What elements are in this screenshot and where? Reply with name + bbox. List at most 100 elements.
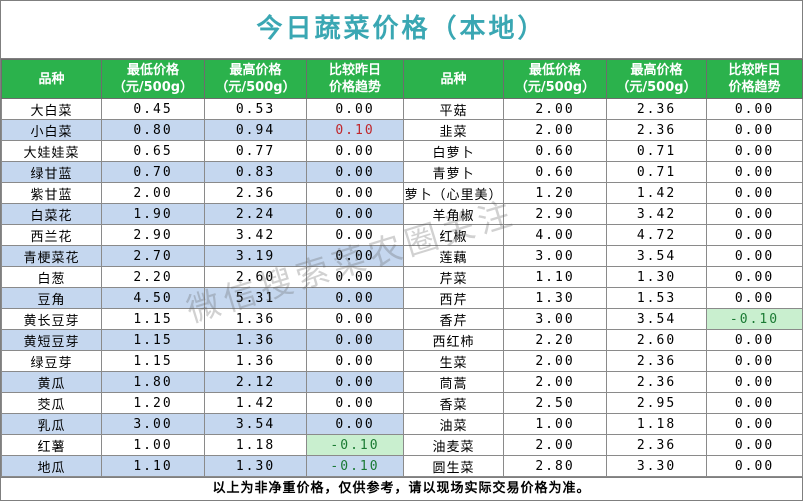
cell-high: 3.54 — [204, 413, 307, 435]
cell-trend: 0.00 — [306, 182, 404, 204]
cell-trend: 0.00 — [306, 203, 404, 225]
cell-trend: 0.00 — [306, 371, 404, 393]
table-row: 黄短豆芽 1.15 1.36 0.00 西红柿 2.20 2.60 0.00 — [1, 329, 803, 351]
cell-name: 油麦菜 — [403, 434, 504, 456]
cell-low: 0.60 — [503, 161, 607, 183]
cell-low: 4.50 — [101, 287, 205, 309]
cell-name: 白萝卜 — [403, 140, 504, 162]
cell-name: 韭菜 — [403, 119, 504, 141]
header-row: 品种 最低价格 （元/500g） 最高价格 （元/500g） 比较昨日 价格趋势 品种… — [1, 59, 803, 99]
cell-low: 0.80 — [101, 119, 205, 141]
cell-high: 2.60 — [606, 329, 707, 351]
header-name: 品种 — [1, 59, 102, 99]
cell-high: 0.94 — [204, 119, 307, 141]
cell-high: 2.36 — [606, 119, 707, 141]
cell-low: 2.00 — [101, 182, 205, 204]
cell-trend: -0.10 — [706, 308, 803, 330]
cell-name: 紫甘蓝 — [1, 182, 102, 204]
cell-trend: 0.00 — [306, 308, 404, 330]
page-title: 今日蔬菜价格（本地） — [1, 1, 802, 59]
cell-name: 芹菜 — [403, 266, 504, 288]
cell-low: 2.90 — [101, 224, 205, 246]
cell-trend: 0.00 — [306, 98, 404, 120]
cell-high: 1.36 — [204, 329, 307, 351]
cell-high: 2.12 — [204, 371, 307, 393]
cell-trend: 0.00 — [306, 266, 404, 288]
table-row: 西兰花 2.90 3.42 0.00 红椒 4.00 4.72 0.00 — [1, 224, 803, 246]
cell-low: 1.00 — [101, 434, 205, 456]
price-rows: 大白菜 0.45 0.53 0.00 平菇 2.00 2.36 0.00 小白菜 0.80 0.94… — [1, 98, 803, 477]
cell-low: 0.60 — [503, 140, 607, 162]
cell-low: 0.65 — [101, 140, 205, 162]
cell-trend: -0.10 — [306, 455, 404, 477]
cell-trend: 0.00 — [706, 329, 803, 351]
cell-high: 1.18 — [606, 413, 707, 435]
header-trend: 比较昨日 价格趋势 — [706, 59, 803, 99]
cell-name: 生菜 — [403, 350, 504, 372]
cell-name: 大白菜 — [1, 98, 102, 120]
cell-high: 3.42 — [606, 203, 707, 225]
cell-low: 3.00 — [503, 245, 607, 267]
cell-trend: -0.10 — [306, 434, 404, 456]
table-row: 豆角 4.50 5.31 0.00 西芹 1.30 1.53 0.00 — [1, 287, 803, 309]
cell-trend: 0.00 — [706, 203, 803, 225]
cell-high: 2.24 — [204, 203, 307, 225]
cell-trend: 0.00 — [306, 287, 404, 309]
cell-trend: 0.00 — [706, 413, 803, 435]
cell-trend: 0.00 — [306, 161, 404, 183]
table-row: 白菜花 1.90 2.24 0.00 羊角椒 2.90 3.42 0.00 — [1, 203, 803, 225]
cell-name: 羊角椒 — [403, 203, 504, 225]
cell-low: 0.70 — [101, 161, 205, 183]
cell-name: 小白菜 — [1, 119, 102, 141]
cell-low: 3.00 — [503, 308, 607, 330]
table-row: 黄瓜 1.80 2.12 0.00 茼蒿 2.00 2.36 0.00 — [1, 371, 803, 393]
cell-trend: 0.00 — [706, 392, 803, 414]
cell-high: 5.31 — [204, 287, 307, 309]
cell-trend: 0.00 — [706, 371, 803, 393]
cell-name: 香芹 — [403, 308, 504, 330]
table-row: 大白菜 0.45 0.53 0.00 平菇 2.00 2.36 0.00 — [1, 98, 803, 120]
header-high: 最高价格 （元/500g） — [606, 59, 707, 99]
cell-high: 2.60 — [204, 266, 307, 288]
cell-high: 3.19 — [204, 245, 307, 267]
cell-high: 3.42 — [204, 224, 307, 246]
cell-trend: 0.10 — [306, 119, 404, 141]
cell-high: 0.71 — [606, 161, 707, 183]
cell-name: 乳瓜 — [1, 413, 102, 435]
cell-low: 1.80 — [101, 371, 205, 393]
table-row: 大娃娃菜 0.65 0.77 0.00 白萝卜 0.60 0.71 0.00 — [1, 140, 803, 162]
cell-trend: 0.00 — [306, 224, 404, 246]
cell-low: 0.45 — [101, 98, 205, 120]
cell-low: 1.10 — [503, 266, 607, 288]
cell-low: 1.90 — [101, 203, 205, 225]
cell-name: 油菜 — [403, 413, 504, 435]
cell-low: 1.10 — [101, 455, 205, 477]
cell-high: 4.72 — [606, 224, 707, 246]
cell-low: 1.20 — [503, 182, 607, 204]
cell-trend: 0.00 — [306, 413, 404, 435]
cell-trend: 0.00 — [706, 266, 803, 288]
cell-trend: 0.00 — [306, 392, 404, 414]
cell-trend: 0.00 — [706, 161, 803, 183]
cell-name: 西芹 — [403, 287, 504, 309]
cell-low: 2.20 — [101, 266, 205, 288]
cell-name: 茼蒿 — [403, 371, 504, 393]
cell-trend: 0.00 — [306, 329, 404, 351]
cell-trend: 0.00 — [706, 350, 803, 372]
table-row: 绿豆芽 1.15 1.36 0.00 生菜 2.00 2.36 0.00 — [1, 350, 803, 372]
cell-trend: 0.00 — [706, 119, 803, 141]
cell-trend: 0.00 — [306, 140, 404, 162]
cell-trend: 0.00 — [306, 245, 404, 267]
cell-name: 绿豆芽 — [1, 350, 102, 372]
header-name: 品种 — [403, 59, 504, 99]
cell-high: 2.36 — [204, 182, 307, 204]
table-row: 绿甘蓝 0.70 0.83 0.00 青萝卜 0.60 0.71 0.00 — [1, 161, 803, 183]
cell-low: 2.90 — [503, 203, 607, 225]
cell-name: 青梗菜花 — [1, 245, 102, 267]
cell-high: 2.36 — [606, 371, 707, 393]
cell-name: 豆角 — [1, 287, 102, 309]
cell-high: 1.36 — [204, 308, 307, 330]
cell-high: 1.53 — [606, 287, 707, 309]
cell-trend: 0.00 — [706, 434, 803, 456]
cell-trend: 0.00 — [706, 224, 803, 246]
